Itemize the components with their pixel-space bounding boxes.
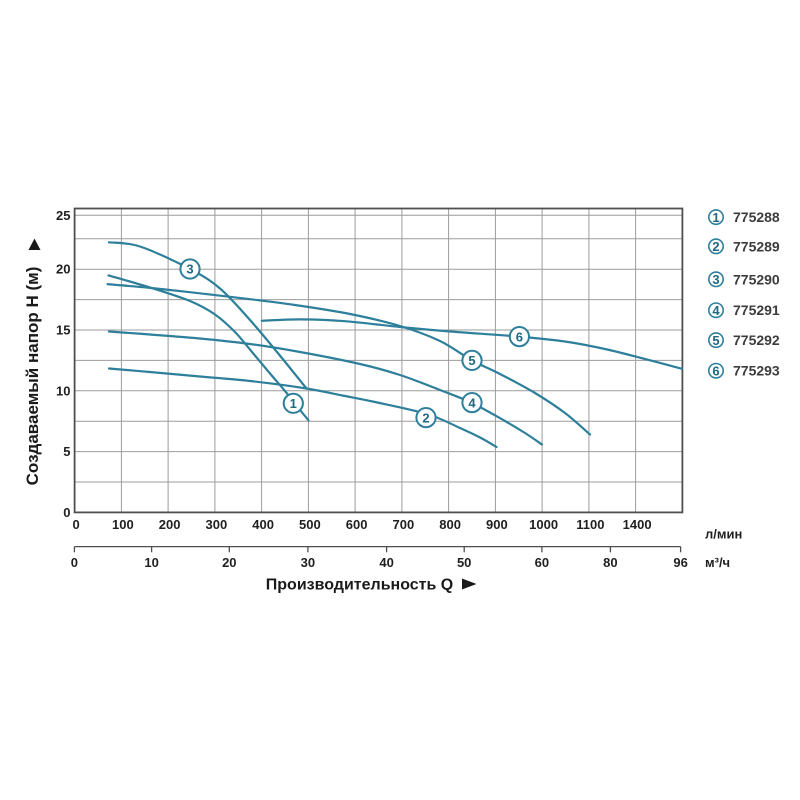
svg-text:900: 900 xyxy=(486,517,508,532)
svg-text:5: 5 xyxy=(468,353,475,368)
svg-text:50: 50 xyxy=(457,555,471,570)
svg-text:600: 600 xyxy=(346,517,368,532)
svg-text:1100: 1100 xyxy=(576,517,604,532)
svg-text:5: 5 xyxy=(712,333,719,348)
svg-text:775291: 775291 xyxy=(733,302,780,318)
svg-text:4: 4 xyxy=(712,303,720,318)
svg-text:20: 20 xyxy=(56,262,70,277)
svg-text:Создаваемый напор Н (м): Создаваемый напор Н (м) xyxy=(23,267,42,486)
svg-text:10: 10 xyxy=(56,383,70,398)
svg-text:15: 15 xyxy=(56,323,70,338)
svg-text:700: 700 xyxy=(393,517,415,532)
svg-text:60: 60 xyxy=(535,555,549,570)
svg-text:л/мин: л/мин xyxy=(705,527,742,542)
svg-text:4: 4 xyxy=(468,395,476,410)
svg-text:Производительность Q: Производительность Q xyxy=(266,577,453,594)
svg-text:800: 800 xyxy=(439,517,461,532)
svg-text:200: 200 xyxy=(159,517,181,532)
svg-text:500: 500 xyxy=(299,517,321,532)
svg-text:м³/ч: м³/ч xyxy=(705,555,730,570)
svg-text:96: 96 xyxy=(673,555,687,570)
svg-text:1: 1 xyxy=(712,210,719,225)
svg-text:775292: 775292 xyxy=(733,332,780,348)
svg-text:1400: 1400 xyxy=(623,517,652,532)
svg-text:40: 40 xyxy=(379,555,393,570)
svg-text:80: 80 xyxy=(603,555,617,570)
svg-text:2: 2 xyxy=(712,239,719,254)
svg-text:775288: 775288 xyxy=(733,209,780,225)
svg-text:0: 0 xyxy=(71,555,78,570)
svg-text:400: 400 xyxy=(252,517,274,532)
svg-text:775290: 775290 xyxy=(733,271,780,287)
svg-text:0: 0 xyxy=(72,517,79,532)
svg-text:10: 10 xyxy=(144,555,158,570)
svg-text:0: 0 xyxy=(63,505,70,520)
svg-text:6: 6 xyxy=(516,329,523,344)
svg-text:5: 5 xyxy=(63,444,70,459)
svg-text:300: 300 xyxy=(206,517,228,532)
svg-text:25: 25 xyxy=(56,208,70,223)
svg-text:1000: 1000 xyxy=(529,517,558,532)
svg-text:1: 1 xyxy=(290,396,297,411)
svg-text:2: 2 xyxy=(422,410,429,425)
svg-text:6: 6 xyxy=(712,363,719,378)
svg-text:30: 30 xyxy=(301,555,315,570)
svg-text:775289: 775289 xyxy=(733,238,780,254)
svg-text:100: 100 xyxy=(112,517,134,532)
svg-text:3: 3 xyxy=(712,272,719,287)
svg-text:20: 20 xyxy=(222,555,236,570)
svg-text:3: 3 xyxy=(186,262,193,277)
svg-text:775293: 775293 xyxy=(733,363,780,379)
